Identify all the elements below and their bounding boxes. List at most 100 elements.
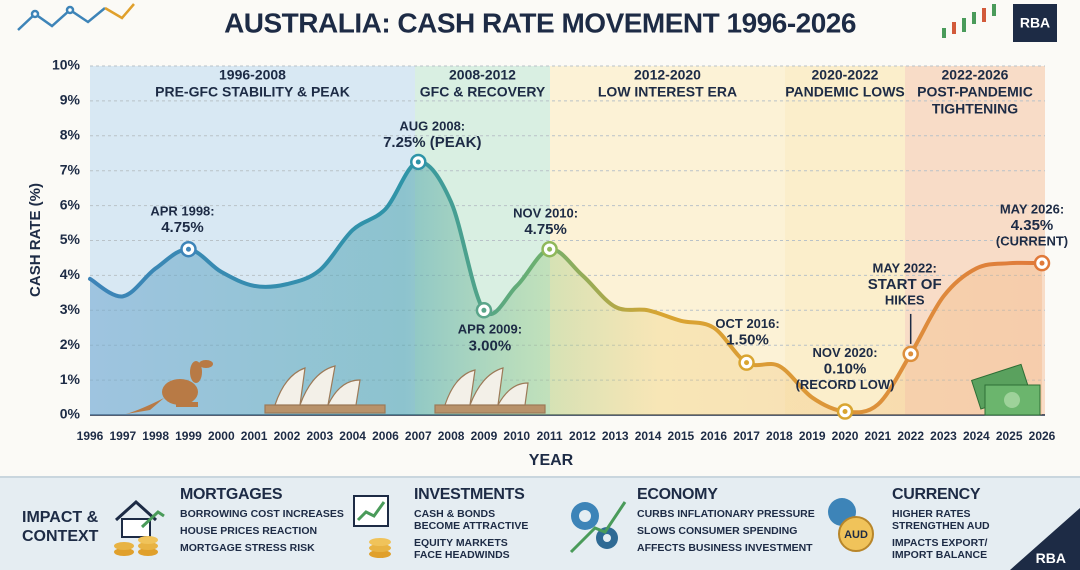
annotation-label: 1.50%: [726, 332, 769, 349]
era-label: 2022-2026: [942, 67, 1009, 83]
x-tick-label: 1998: [142, 429, 169, 443]
annotation-label: APR 2009:: [458, 322, 522, 337]
item: EQUITY MARKETS FACE HEADWINDS: [414, 537, 510, 561]
x-axis-title: YEAR: [529, 452, 574, 469]
x-tick-label: 2019: [799, 429, 826, 443]
y-axis-title: CASH RATE (%): [27, 183, 44, 297]
kangaroo: [126, 360, 213, 414]
y-tick-label: 2%: [60, 336, 81, 352]
annotation-label: 3.00%: [469, 337, 512, 354]
section-title: CURRENCY: [892, 486, 981, 503]
x-tick-label: 2014: [635, 429, 662, 443]
mortgage-icon: [114, 499, 165, 556]
annotation-label: MAY 2022:: [873, 260, 937, 275]
x-tick-label: 2002: [274, 429, 301, 443]
era-label: TIGHTENING: [932, 101, 1018, 117]
annotation-label: 4.35%: [1011, 217, 1054, 234]
x-tick-label: 2008: [438, 429, 465, 443]
currency-icon: AUD: [828, 498, 874, 552]
annotation-label: 4.75%: [524, 221, 567, 238]
x-tick-label: 2007: [405, 429, 432, 443]
annotation-dot: [185, 246, 191, 252]
x-tick-label: 2022: [897, 429, 924, 443]
y-tick-label: 3%: [60, 301, 81, 317]
badge: RBA: [1020, 15, 1050, 31]
impact-panel: IMPACT & CONTEXT MORTGAGES BORROWING COS…: [0, 476, 1080, 570]
annotation-label: HIKES: [885, 292, 925, 307]
item: BORROWING COST INCREASES: [180, 508, 344, 520]
x-tick-label: 1996: [77, 429, 104, 443]
item: IMPACTS EXPORT/ IMPORT BALANCE: [892, 537, 988, 561]
era-label: PANDEMIC LOWS: [785, 84, 905, 100]
x-tick-label: 2024: [963, 429, 990, 443]
annotation-dot: [744, 360, 750, 366]
item: CASH & BONDS BECOME ATTRACTIVE: [414, 508, 529, 532]
era-label: 2008-2012: [449, 67, 516, 83]
annotation-dot: [1039, 260, 1045, 266]
aud-icon-text: AUD: [844, 529, 868, 541]
x-tick-label: 2012: [569, 429, 596, 443]
y-tick-label: 9%: [60, 92, 81, 108]
y-tick-label: 10%: [52, 57, 81, 73]
y-tick-label: 5%: [60, 231, 81, 247]
x-tick-label: 2013: [602, 429, 629, 443]
y-tick-label: 8%: [60, 127, 81, 143]
x-tick-label: 2015: [668, 429, 695, 443]
x-tick-label: 1997: [109, 429, 136, 443]
section-title: INVESTMENTS: [414, 486, 525, 503]
logo-left: [17, 3, 135, 31]
x-tick-label: 2001: [241, 429, 268, 443]
x-tick-label: 2003: [306, 429, 333, 443]
annotation-label: START OF: [868, 276, 942, 293]
section-title: ECONOMY: [637, 486, 718, 503]
annotation-label: (RECORD LOW): [796, 377, 895, 392]
x-tick-label: 2020: [832, 429, 859, 443]
era-label: GFC & RECOVERY: [420, 84, 546, 100]
candles-icon: [942, 4, 996, 38]
annotation-dot: [842, 409, 848, 415]
corner-decor: [1010, 508, 1080, 570]
annotation-dot: [547, 246, 553, 252]
x-tick-label: 1999: [175, 429, 202, 443]
era-label: 2020-2022: [812, 67, 879, 83]
x-tick-label: 2021: [865, 429, 892, 443]
annotation-label: 4.75%: [161, 219, 204, 236]
era-label: POST-PANDEMIC: [917, 84, 1033, 100]
chart: AUSTRALIA: CASH RATE MOVEMENT 1996-2026 …: [17, 3, 1068, 469]
era-label: PRE-GFC STABILITY & PEAK: [155, 84, 350, 100]
item: CURBS INFLATIONARY PRESSURE: [637, 508, 815, 520]
x-tick-label: 2016: [700, 429, 727, 443]
economy-icon: [569, 501, 627, 554]
x-tick-label: 2018: [766, 429, 793, 443]
y-tick-label: 1%: [60, 371, 81, 387]
x-tick-label: 2017: [733, 429, 760, 443]
x-tick-label: 2010: [503, 429, 530, 443]
annotation-label: (CURRENT): [996, 234, 1068, 249]
item: SLOWS CONSUMER SPENDING: [637, 525, 798, 537]
x-tick-label: 2006: [372, 429, 399, 443]
annotation-label: NOV 2020:: [813, 345, 878, 360]
annotation-label: APR 1998:: [150, 204, 214, 219]
x-tick-label: 2009: [471, 429, 498, 443]
footer-badge: RBA: [1035, 550, 1066, 566]
area-fill: [90, 161, 1042, 415]
y-tick-label: 6%: [60, 196, 81, 212]
x-tick-label: 2025: [996, 429, 1023, 443]
annotation-label: 7.25% (PEAK): [383, 134, 481, 151]
money: [970, 363, 1041, 416]
rate-line: [88, 159, 1044, 415]
y-tick-label: 7%: [60, 161, 81, 177]
y-tick-label: 4%: [60, 266, 81, 282]
x-tick-label: 2026: [1029, 429, 1056, 443]
annotation-dot: [415, 159, 421, 165]
x-tick-label: 2011: [537, 429, 563, 443]
title: AUSTRALIA: CASH RATE MOVEMENT 1996-2026: [224, 7, 856, 38]
annotation-label: AUG 2008:: [399, 118, 465, 133]
x-tick-label: 2023: [930, 429, 957, 443]
annotation-dot: [908, 351, 914, 357]
era-label: LOW INTEREST ERA: [598, 84, 737, 100]
annotation-label: NOV 2010:: [513, 206, 578, 221]
annotation-label: 0.10%: [824, 360, 867, 377]
item: HOUSE PRICES REACTION: [180, 525, 318, 537]
